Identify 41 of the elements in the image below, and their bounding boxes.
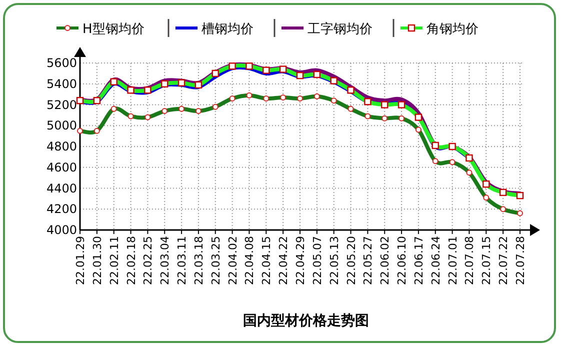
y-tick-label: 5400 [46,76,77,91]
x-tick-label: 22.05.27 [362,236,375,285]
y-tick-label: 4400 [46,181,77,196]
y-tick-label: 5600 [46,56,77,70]
x-tick-label: 22.06.10 [396,236,409,285]
x-tick-label: 22.06.24 [429,236,442,285]
y-tick-label: 5000 [46,118,77,133]
x-tick-label: 22.07.01 [446,236,460,285]
x-tick-label: 22.06.17 [412,236,426,285]
x-tick-label: 22.01.30 [90,236,104,285]
x-tick-label: 22.07.22 [497,236,510,285]
x-tick-label: 22.03.04 [158,236,172,285]
x-tick-label: 22.05.20 [344,236,358,285]
x-tick-label: 22.07.08 [463,236,476,285]
x-tick-label: 22.03.11 [176,236,189,285]
x-tick-label: 22.04.08 [243,236,256,285]
x-tick-label: 22.02.25 [142,236,155,285]
x-tick-label: 22.03.18 [192,236,206,285]
legend-label: H型钢均价 [82,22,144,37]
x-tick-label: 22.02.11 [108,236,121,285]
x-tick-label: 22.06.02 [378,236,392,285]
y-tick-label: 4600 [46,160,77,174]
x-tick-label: 22.07.28 [514,236,527,285]
y-tick-label: 4800 [46,140,77,154]
x-tick-label: 22.04.22 [277,236,290,285]
x-tick-label: 22.05.13 [328,236,341,285]
y-tick-label: 4200 [46,202,77,216]
text: 国内型材价格走势图 [243,313,369,329]
x-tick-label: 22.01.29 [74,236,87,285]
x-tick-label: 22.04.15 [260,236,274,285]
x-tick-label: 22.07.15 [480,236,494,285]
x-tick-label: 22.02.18 [124,236,138,285]
legend-label: 工字钢均价 [308,21,372,37]
y-tick-label: 5200 [46,98,77,112]
x-tick-label: 22.03.25 [209,236,222,285]
y-tick-label: 4000 [46,223,77,237]
x-tick-label: 22.05.07 [310,236,324,285]
legend-label: 槽钢均价 [202,22,254,37]
x-tick-label: 22.04.29 [294,236,307,285]
legend-label: 角钢均价 [426,22,478,37]
x-tick-label: 22.04.02 [226,236,240,285]
